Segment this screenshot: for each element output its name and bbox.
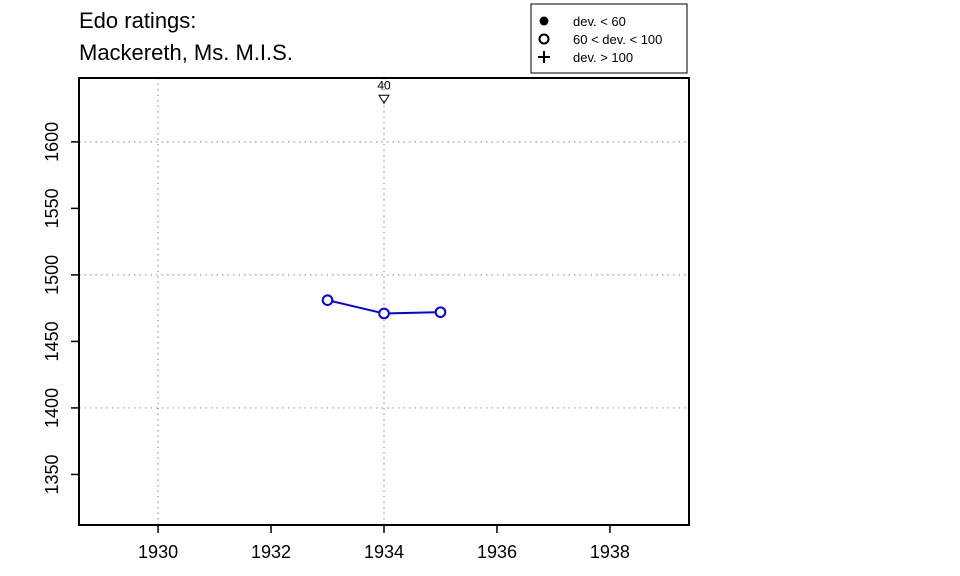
- x-tick-label-1934: 1934: [364, 542, 404, 562]
- data-point-1934: [378, 307, 390, 320]
- triangle-down-marker-0: [378, 94, 390, 105]
- y-tick-label-1550: 1550: [42, 188, 62, 228]
- y-tick-label-1350: 1350: [42, 454, 62, 494]
- x-tick-label-1936: 1936: [477, 542, 517, 562]
- chart-title-line-2: Mackereth, Ms. M.I.S.: [79, 40, 293, 65]
- legend-label-2: 60 < dev. < 100: [573, 32, 662, 47]
- series-layer: [321, 294, 447, 320]
- chart-title-line-1: Edo ratings:: [79, 8, 197, 33]
- data-point-1935: [434, 306, 447, 318]
- x-tick-label-1938: 1938: [590, 542, 630, 562]
- annotation-layer: 40: [377, 78, 391, 105]
- y-tick-label-1450: 1450: [42, 321, 62, 361]
- legend-box: [530, 3, 688, 74]
- legend-label-3: dev. > 100: [573, 50, 633, 65]
- y-tick-label-1400: 1400: [42, 388, 62, 428]
- x-axis: 1930 1932 1934 1936 1938: [138, 525, 630, 562]
- legend-filled-circle-icon: [539, 16, 549, 26]
- annotation-label-0: 40: [377, 78, 391, 92]
- y-tick-label-1500: 1500: [42, 255, 62, 295]
- legend: dev. < 60 60 < dev. < 100 dev. > 100: [530, 3, 688, 74]
- x-tick-label-1932: 1932: [251, 542, 291, 562]
- grid-lines: [79, 78, 689, 525]
- y-tick-label-1600: 1600: [42, 122, 62, 162]
- legend-plus-icon: [538, 51, 550, 63]
- x-tick-label-1930: 1930: [138, 542, 178, 562]
- legend-open-circle-icon: [538, 33, 550, 45]
- y-axis: 1350 1400 1450 1500 1550 1600: [42, 122, 79, 494]
- legend-label-1: dev. < 60: [573, 14, 626, 29]
- data-point-1933: [321, 294, 334, 306]
